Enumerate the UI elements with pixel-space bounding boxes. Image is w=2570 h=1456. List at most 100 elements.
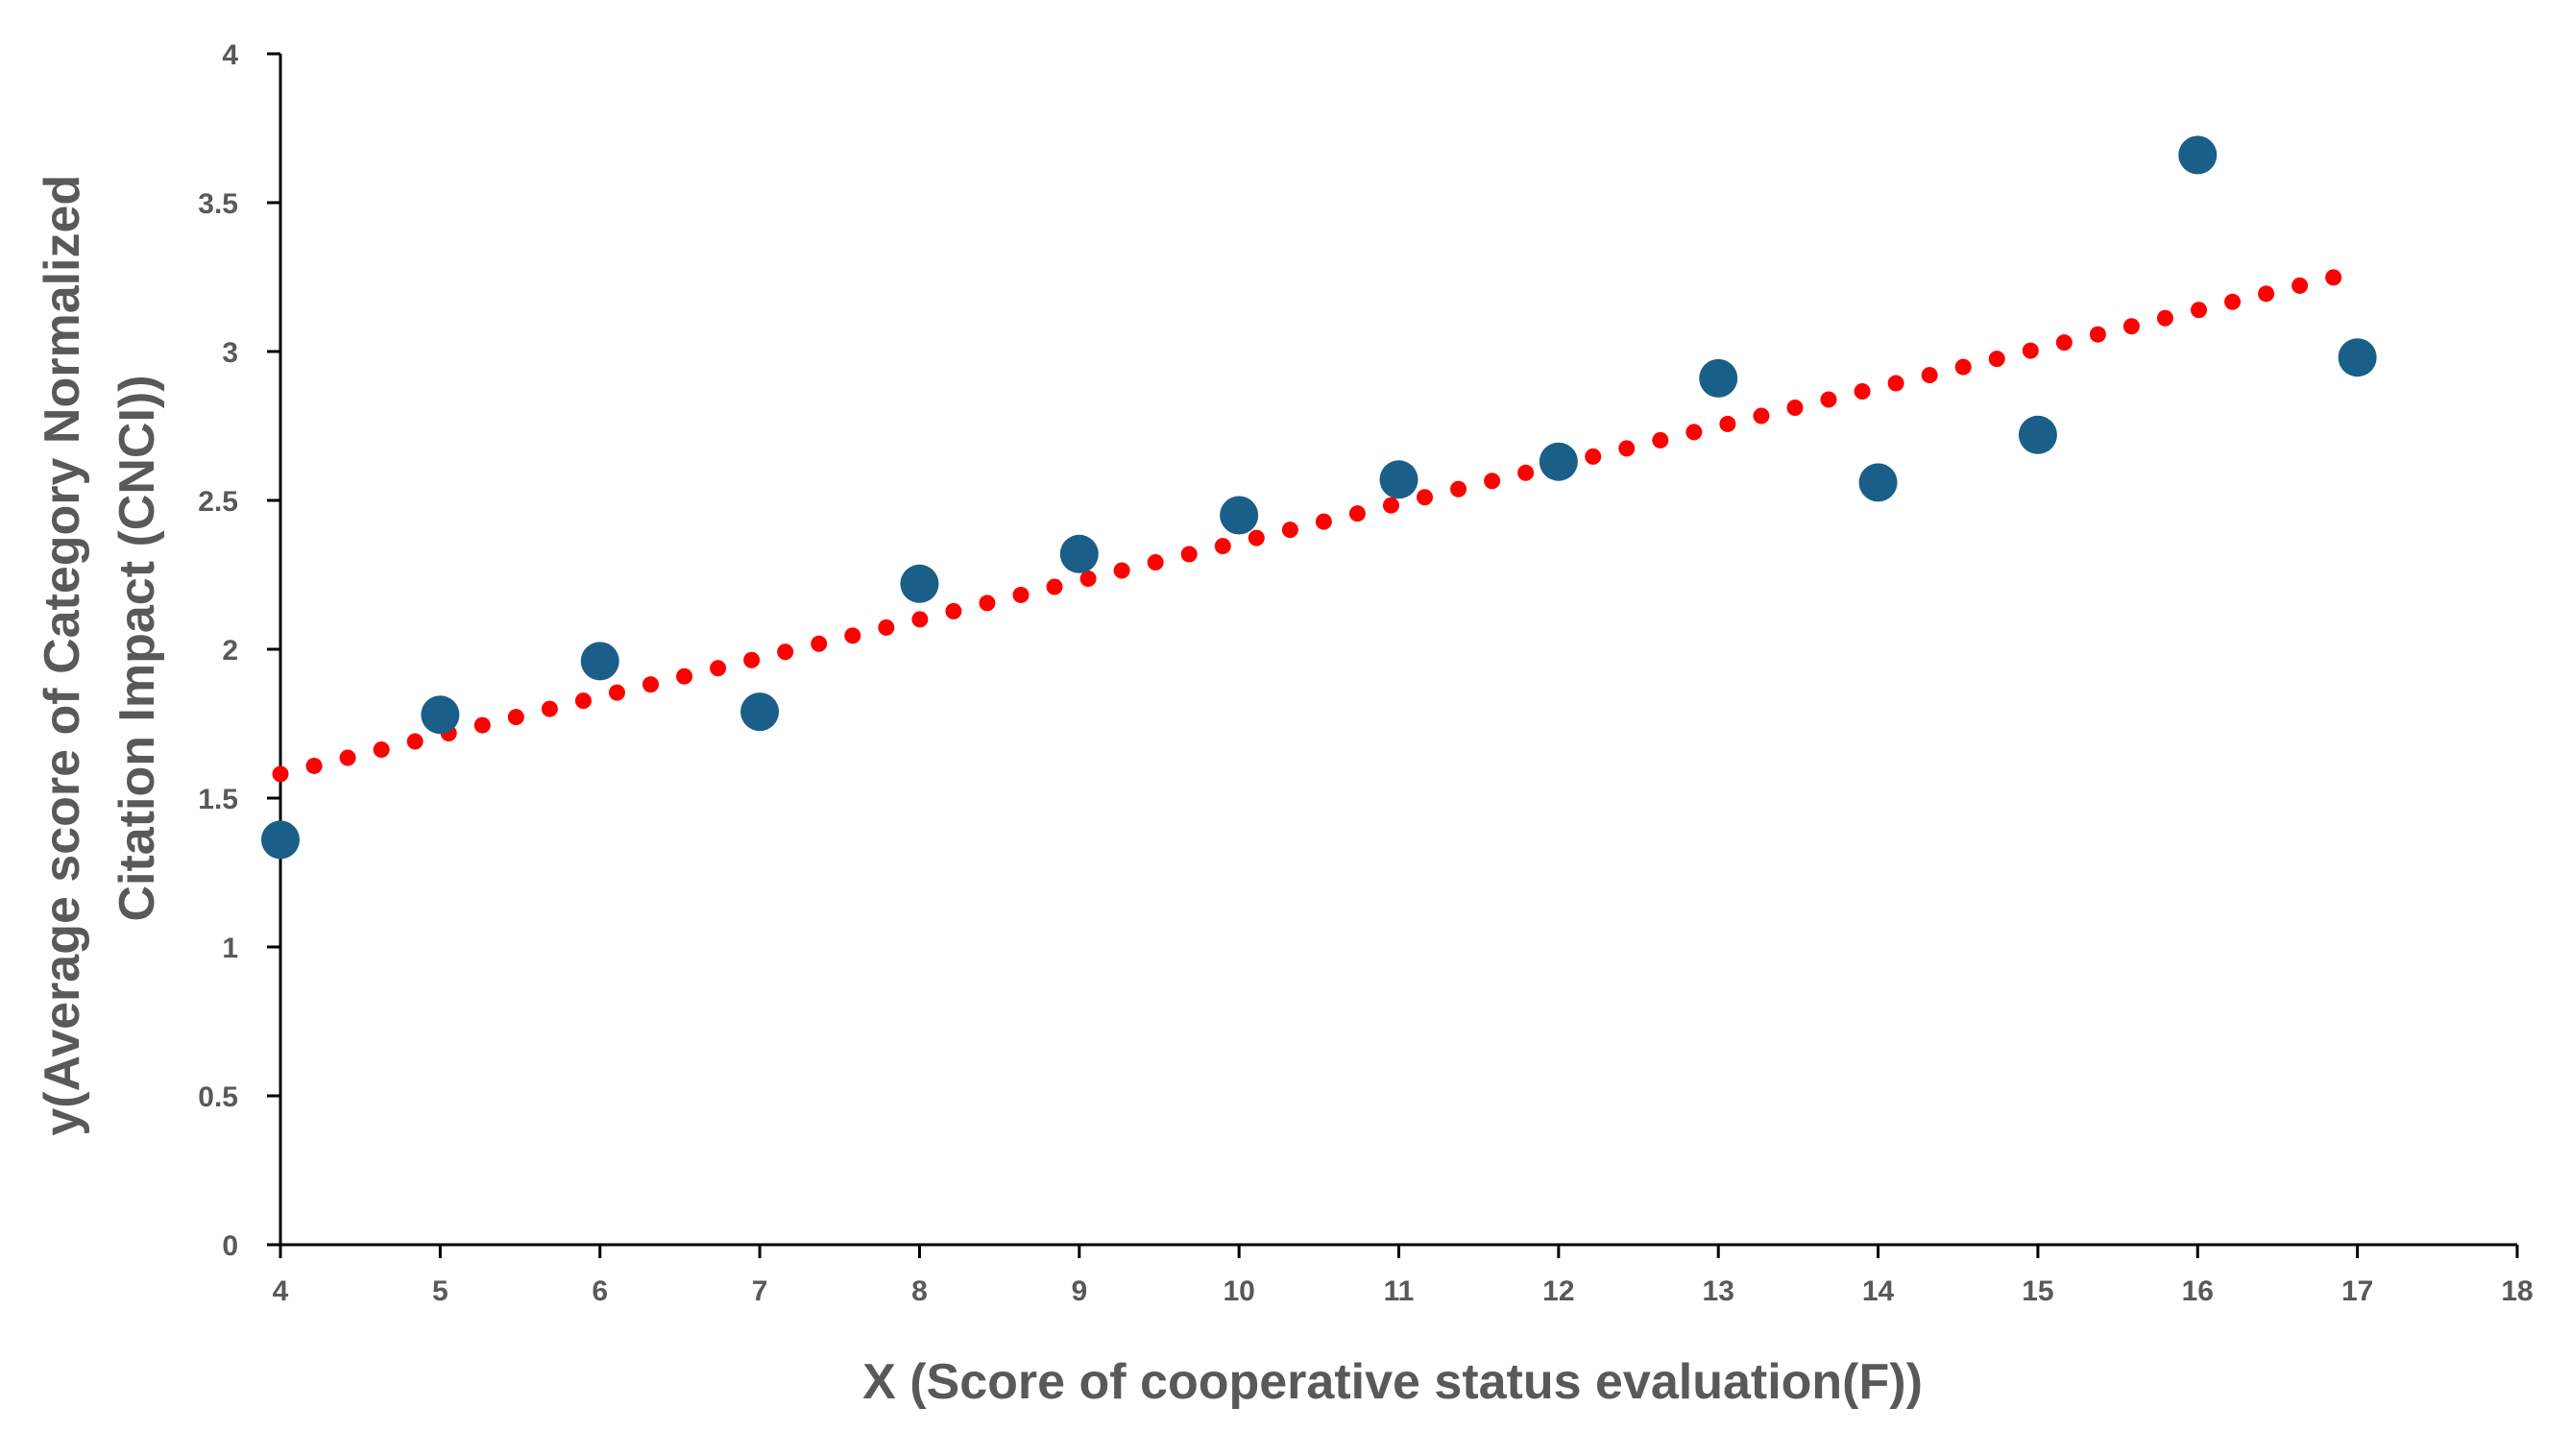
data-point [2338, 338, 2377, 377]
trendline-dot [1315, 513, 1332, 530]
trendline-dot [878, 619, 895, 636]
data-point [580, 642, 619, 681]
trendline-dot [1988, 351, 2005, 368]
trendline-dot [272, 765, 289, 783]
trendline-dot [1214, 538, 1231, 555]
data-point [2178, 135, 2218, 175]
data-point [1858, 463, 1898, 502]
trendline-dot [1719, 415, 1736, 432]
data-points [261, 135, 2377, 860]
trendline-dot [1382, 497, 1399, 514]
x-tick-label: 18 [2501, 1275, 2533, 1307]
trendline-dot [1079, 570, 1097, 587]
x-tick-label: 17 [2341, 1275, 2373, 1307]
data-point [740, 692, 780, 732]
trendline-dot [305, 757, 323, 774]
data-point [1220, 496, 1259, 535]
data-point [421, 695, 460, 735]
x-tick-label: 4 [273, 1275, 289, 1307]
trendline-dot [676, 667, 693, 685]
y-tick-label: 0 [222, 1230, 238, 1262]
x-tick-label: 7 [752, 1275, 768, 1307]
trendline-dot [1180, 546, 1198, 563]
trendline-dot [777, 643, 794, 661]
trendline-dot [1954, 358, 1972, 376]
trendline-dot [979, 595, 996, 612]
trendline-dot [1887, 375, 1904, 392]
y-tick-label: 3.5 [198, 188, 238, 220]
x-tick-label: 12 [1542, 1275, 1574, 1307]
trendline-dot [406, 733, 424, 750]
x-tick-label: 15 [2022, 1275, 2053, 1307]
data-point [261, 820, 300, 860]
axes [267, 52, 2519, 1258]
trendline-dot [2156, 309, 2173, 327]
trendline-dot [1820, 391, 1837, 408]
x-tick-label: 14 [1862, 1275, 1895, 1307]
trendline-dot [473, 716, 491, 734]
trendline-dot [574, 692, 592, 710]
trendline-dot [608, 684, 625, 701]
trendline-dot [1046, 578, 1063, 595]
trendline-dot [2325, 269, 2342, 286]
x-tick-label: 6 [592, 1275, 608, 1307]
trendline-dot [2022, 342, 2039, 359]
trendline-dot [1484, 473, 1501, 490]
y-tick-label: 4 [222, 39, 238, 71]
trendline-dot [2055, 334, 2073, 352]
data-point [1379, 460, 1418, 499]
data-point [1539, 442, 1578, 481]
trendline-dot [2089, 326, 2106, 343]
trendline [272, 269, 2342, 783]
trendline-dot [844, 627, 861, 644]
y-axis-title-line-1: y(Average score of Category Normalized [35, 175, 90, 1136]
trendline-dot [373, 740, 390, 758]
trendline-dot [1281, 522, 1298, 539]
trendline-dot [1517, 464, 1535, 481]
trendline-dot [642, 676, 659, 693]
trendline-dot [710, 660, 727, 677]
trendline-dot [1685, 424, 1703, 441]
x-tick-label: 5 [432, 1275, 449, 1307]
trendline-dot [743, 651, 761, 668]
data-point [1059, 534, 1099, 573]
data-point [2018, 415, 2057, 454]
x-tick-label: 13 [1703, 1275, 1734, 1307]
y-tick-label: 2 [222, 635, 238, 667]
trendline-dot [1786, 399, 1804, 416]
trendline-dot [339, 749, 356, 766]
trendline-dot [1450, 480, 1467, 497]
x-tick-label: 11 [1384, 1275, 1415, 1307]
y-tick-label: 3 [222, 337, 238, 369]
trendline-dot [1348, 505, 1366, 522]
trendline-dot [2191, 302, 2208, 319]
data-point [900, 564, 939, 603]
trendline-dot [1147, 554, 1164, 571]
trendline-dot [1585, 448, 1602, 465]
y-tick-label: 0.5 [198, 1081, 238, 1113]
trendline-dot [811, 635, 828, 652]
data-point [1699, 358, 1738, 398]
y-tick-label: 1 [222, 933, 238, 964]
trendline-dot [911, 611, 929, 628]
y-tick-label: 2.5 [198, 486, 238, 518]
trendline-dot [2122, 318, 2140, 335]
y-axis-title: y(Average score of Category Normalized C… [35, 160, 165, 1135]
y-axis-title-line-2: Citation Impact (CNCI)) [109, 375, 165, 921]
trendline-dot [945, 602, 962, 619]
trendline-dot [1753, 407, 1770, 425]
trendline-dot [541, 700, 558, 717]
x-tick-label: 16 [2182, 1275, 2214, 1307]
x-tick-label: 8 [911, 1275, 928, 1307]
x-tick-label: 10 [1223, 1275, 1254, 1307]
y-tick-label: 1.5 [198, 784, 238, 815]
trendline-dot [1652, 431, 1669, 449]
trendline-dot [1012, 586, 1030, 603]
trendline-dot [1416, 489, 1433, 506]
trendline-dot [1921, 367, 1938, 384]
trendline-dot [2258, 285, 2275, 303]
trendline-dot [2291, 277, 2309, 294]
trendline-dot [1248, 529, 1265, 546]
x-axis-title: X (Score of cooperative status evaluatio… [862, 1354, 1923, 1410]
